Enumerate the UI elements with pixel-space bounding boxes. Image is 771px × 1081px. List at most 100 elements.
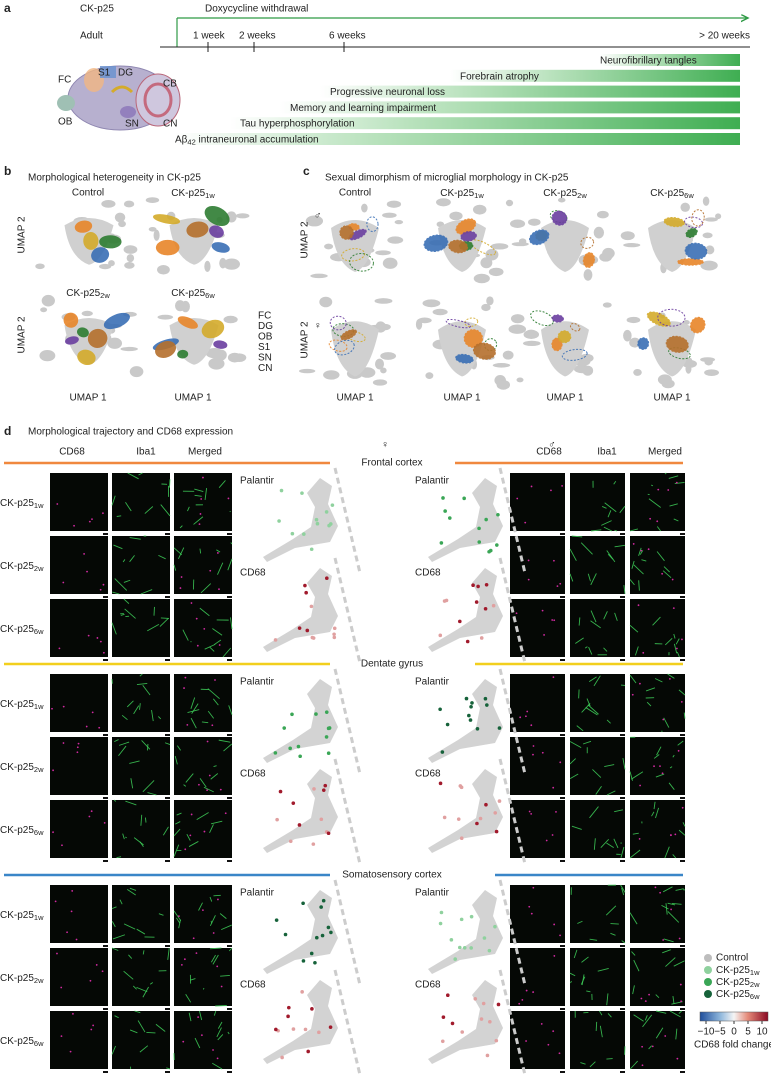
treatment-label: Doxycycline withdrawal: [205, 4, 308, 15]
umap-cluster: [436, 198, 451, 207]
cd68-dot: [208, 774, 211, 777]
micrograph: [50, 948, 108, 1010]
cd68-dot: [200, 1034, 203, 1037]
scale-bar: [103, 1008, 108, 1010]
umap-group: [448, 239, 469, 254]
umap-cluster: [510, 314, 525, 324]
legend-label: DG: [258, 321, 273, 332]
iba1-process: [191, 703, 199, 714]
cd68-dot: [552, 1030, 555, 1033]
scale-bar: [560, 596, 565, 598]
umap-cluster: [480, 257, 493, 269]
umap-cluster: [626, 316, 641, 324]
umap-cluster: [41, 294, 55, 307]
scale-bar: [680, 1008, 685, 1010]
cell-dot: [487, 948, 492, 953]
iba1-process: [178, 547, 185, 559]
iba1-process: [158, 716, 162, 720]
micrograph-bg: [570, 885, 625, 943]
iba1-process: [164, 742, 171, 745]
trajectory-shape: [263, 980, 338, 1064]
cd68-dot: [667, 489, 670, 491]
cell-dot: [288, 746, 292, 751]
micrograph: [112, 737, 171, 799]
channel-label: CD68: [59, 447, 85, 458]
umap-group: [65, 336, 79, 345]
phenotype-bar: [450, 69, 740, 82]
cell-dot: [298, 754, 302, 759]
cd68-dot: [676, 1057, 679, 1060]
umap-cluster: [522, 340, 541, 346]
cd68-dot: [552, 676, 555, 679]
iba1-process: [586, 698, 591, 707]
axis-label: UMAP 1: [443, 393, 480, 404]
legend-label: FC: [258, 311, 271, 322]
iba1-process: [632, 832, 639, 835]
iba1-process: [146, 1031, 156, 1034]
text-part: CK-p25: [543, 188, 577, 199]
cd68-dot: [644, 1000, 647, 1002]
umap-plot: [508, 302, 612, 383]
cd68-dot: [519, 716, 522, 719]
iba1-process: [606, 1058, 613, 1060]
cd68-dot: [218, 644, 221, 646]
iba1-process: [603, 611, 608, 620]
iba1-process: [655, 1027, 664, 1039]
trajectory-plot: [263, 557, 362, 664]
umap-group: [561, 348, 588, 361]
cell-dot: [438, 633, 443, 638]
axis-label: UMAP 1: [653, 393, 690, 404]
umap-group: [455, 353, 474, 364]
iba1-process: [136, 986, 148, 993]
text-part: CK-p25: [716, 965, 750, 976]
umap-group: [328, 339, 348, 352]
iba1-process: [217, 1021, 223, 1029]
umap-group: [63, 312, 79, 328]
phenotype-label: Aβ42 intraneuronal accumulation: [175, 134, 319, 146]
iba1-process: [610, 932, 616, 936]
iba1-process: [214, 639, 222, 645]
phenotype-bar: [280, 101, 740, 114]
plot-label: CD68: [415, 980, 441, 991]
micrograph: [50, 536, 108, 598]
cell-dot: [328, 1025, 333, 1029]
iba1-process: [155, 1023, 166, 1032]
scale-bar: [227, 659, 232, 661]
cd68-dot: [60, 1035, 63, 1038]
umap-cluster: [126, 254, 135, 263]
brain-region-label: SN: [125, 119, 139, 130]
iba1-process: [573, 949, 578, 959]
plot-label: Palantir: [415, 677, 450, 688]
cd68-dot: [199, 513, 202, 515]
cd68-dot: [88, 815, 91, 818]
umap-group: [329, 315, 347, 331]
iba1-process: [570, 980, 572, 984]
plot-label: Palantir: [415, 888, 450, 899]
trajectory-plot: [428, 467, 527, 574]
cd68-dot: [681, 806, 684, 809]
umap-cluster: [129, 366, 144, 378]
cell-dot: [457, 945, 462, 950]
iba1-process: [190, 717, 197, 729]
iba1-process: [630, 771, 644, 780]
plot-label: CD68: [415, 769, 441, 780]
iba1-process: [623, 584, 626, 595]
cd68-dot: [525, 989, 528, 992]
cell-dot: [450, 1021, 455, 1026]
cd68-dot: [90, 1028, 93, 1031]
micrograph-bg: [510, 536, 565, 594]
iba1-process: [141, 740, 151, 750]
cell-dot: [303, 1027, 308, 1032]
iba1-process: [683, 712, 686, 719]
cell-dot: [324, 510, 329, 514]
panel-title: Morphological heterogeneity in CK-p25: [28, 173, 201, 184]
umap-group: [460, 230, 477, 242]
cd68-dot: [661, 772, 664, 775]
cd68-dot: [670, 908, 673, 911]
cd68-dot: [180, 963, 183, 966]
umap-group: [334, 339, 355, 356]
iba1-process: [116, 515, 122, 517]
iba1-process: [199, 778, 207, 788]
cd68-dot: [525, 715, 527, 718]
cell-dot: [477, 540, 482, 544]
